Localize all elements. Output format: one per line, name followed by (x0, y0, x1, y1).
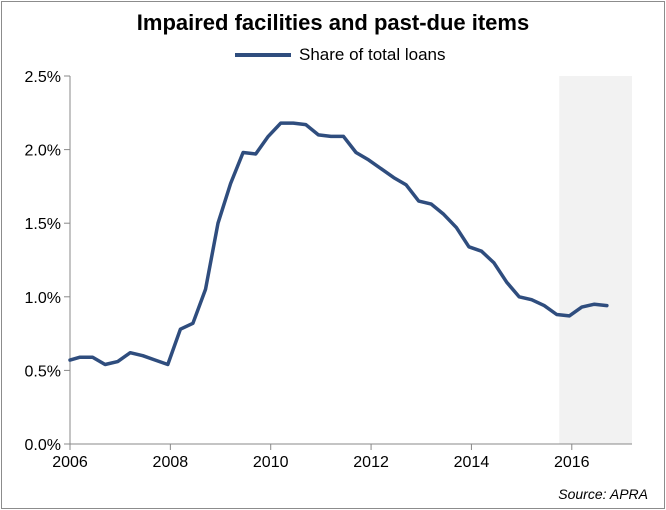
legend: Share of total loans (235, 45, 445, 65)
y-tick-label: 2.5% (25, 69, 61, 86)
x-tick-label: 2006 (52, 454, 88, 471)
y-tick-label: 1.0% (25, 290, 61, 307)
chart-title: Impaired facilities and past-due items (136, 10, 530, 35)
x-tick-label: 2014 (454, 454, 490, 471)
series-line (68, 121, 609, 367)
y-tick-label: 2.0% (25, 143, 61, 160)
legend-label: Share of total loans (299, 45, 446, 64)
x-tick-label: 2010 (253, 454, 289, 471)
y-tick-label: 0.5% (25, 363, 61, 380)
x-tick-label: 2012 (353, 454, 389, 471)
shaded-region (559, 76, 632, 444)
legend-swatch (235, 53, 291, 57)
source-note: Source: APRA (558, 486, 648, 502)
x-tick-label: 2016 (554, 454, 590, 471)
x-tick-label: 2008 (153, 454, 189, 471)
y-tick-label: 0.0% (25, 437, 61, 454)
y-tick-label: 1.5% (25, 216, 61, 233)
